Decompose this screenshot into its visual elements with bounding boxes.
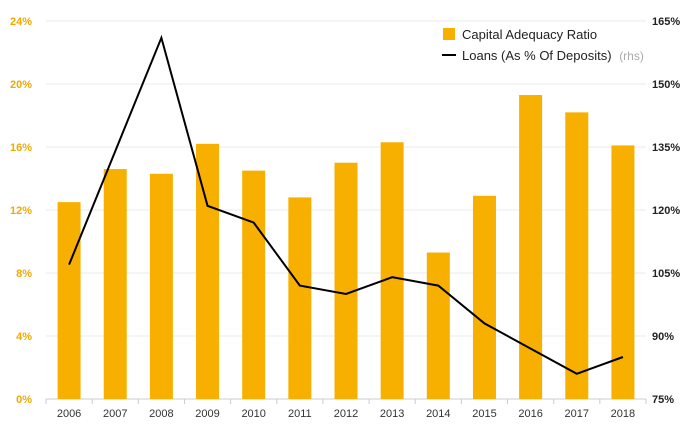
x-tick-label: 2007: [103, 408, 127, 420]
legend: Capital Adequacy Ratio Loans (As % Of De…: [442, 27, 644, 63]
x-tick-label: 2013: [380, 408, 404, 420]
bar: [196, 143, 220, 399]
left-tick-label: 16%: [10, 142, 32, 154]
x-axis: 2006 2007 2008 2009 2010 2011 2012 2013 2014 2015…: [45, 399, 647, 420]
bar: [149, 173, 173, 399]
bar: [288, 197, 312, 399]
legend-label-bar: Capital Adequacy Ratio: [462, 27, 597, 42]
left-tick-label: 24%: [10, 16, 32, 28]
legend-swatch-bar: [443, 28, 455, 40]
legend-label-line: Loans (As % Of Deposits) (rhs): [462, 48, 644, 63]
legend-label-line-name: Loans (As % Of Deposits): [462, 48, 612, 63]
left-axis: 0% 4% 8% 12% 16% 20% 24%: [10, 16, 32, 406]
x-tick-label: 2010: [241, 408, 265, 420]
x-tick-label: 2017: [565, 408, 589, 420]
left-tick-label: 4%: [16, 331, 32, 343]
bar: [565, 112, 589, 399]
loans-line: [68, 34, 624, 375]
right-tick-label: 165%: [652, 16, 680, 28]
x-tick-label: 2014: [426, 408, 450, 420]
line-series: [68, 34, 624, 375]
x-tick-label: 2011: [288, 408, 312, 420]
left-tick-label: 0%: [16, 394, 32, 406]
x-tick-label: 2006: [57, 408, 81, 420]
right-tick-label: 135%: [652, 142, 680, 154]
left-tick-label: 8%: [16, 268, 32, 280]
x-tick-label: 2018: [611, 408, 635, 420]
x-tick-label: 2012: [334, 408, 358, 420]
bar: [57, 202, 81, 399]
left-tick-label: 20%: [10, 79, 32, 91]
bar-series: [57, 95, 635, 400]
x-tick-label: 2009: [195, 408, 219, 420]
left-tick-label: 12%: [10, 205, 32, 217]
bar: [103, 169, 127, 399]
x-tick-label: 2016: [518, 408, 542, 420]
right-tick-label: 90%: [652, 331, 674, 343]
bar: [380, 142, 404, 399]
right-tick-label: 120%: [652, 205, 680, 217]
right-tick-label: 150%: [652, 79, 680, 91]
right-axis: 75% 90% 105% 120% 135% 150% 165%: [652, 16, 680, 406]
right-tick-label: 75%: [652, 394, 674, 406]
bar: [519, 95, 543, 400]
bar: [426, 252, 450, 399]
bar: [334, 162, 358, 399]
bar: [472, 195, 496, 399]
legend-label-line-suffix: (rhs): [619, 49, 644, 63]
bar: [611, 145, 635, 399]
x-tick-label: 2008: [149, 408, 173, 420]
x-tick-label: 2015: [472, 408, 496, 420]
right-tick-label: 105%: [652, 268, 680, 280]
bar: [242, 170, 266, 399]
